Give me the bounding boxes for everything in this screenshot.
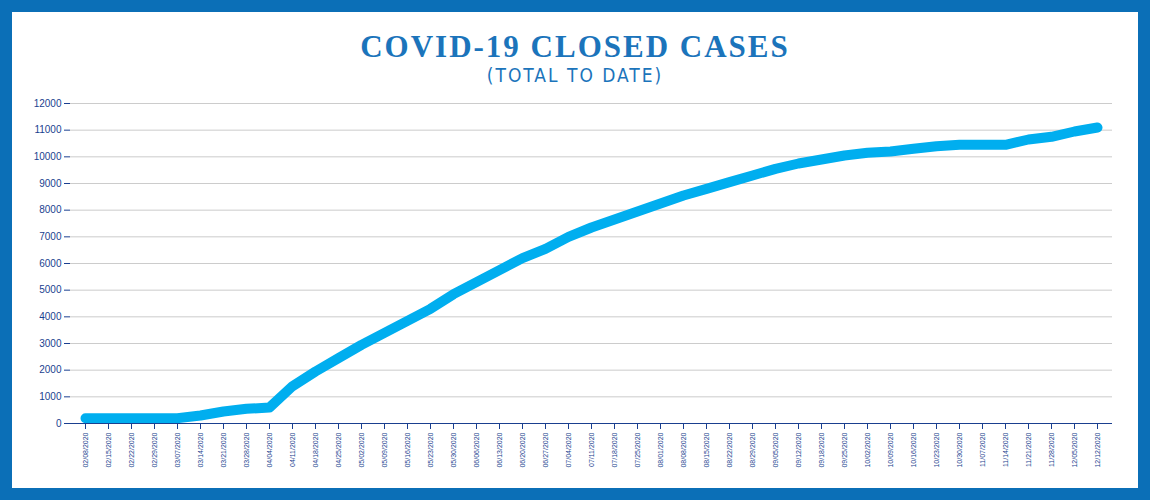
html-text:COVID-19 CLOSED CASES: COVID-19 CLOSED CASES: [360, 29, 790, 64]
svg-text:11/14/2020: 11/14/2020: [1002, 432, 1009, 467]
svg-text:05/02/2020: 05/02/2020: [358, 432, 365, 467]
html-text:(TOTAL TO DATE): (TOTAL TO DATE): [486, 64, 664, 86]
svg-text:08/01/2020: 08/01/2020: [657, 432, 664, 467]
svg-text:11/07/2020: 11/07/2020: [979, 432, 986, 467]
svg-text:06/13/2020: 06/13/2020: [496, 432, 503, 467]
svg-text:02/29/2020: 02/29/2020: [151, 432, 158, 467]
svg-text:05/23/2020: 05/23/2020: [427, 432, 434, 467]
svg-text:09/18/2020: 09/18/2020: [818, 432, 825, 467]
svg-text:03/14/2020: 03/14/2020: [197, 432, 204, 467]
svg-text:9000: 9000: [39, 178, 62, 189]
svg-text:11/28/2020: 11/28/2020: [1048, 432, 1055, 467]
svg-text:07/25/2020: 07/25/2020: [634, 432, 641, 467]
svg-text:05/30/2020: 05/30/2020: [450, 432, 457, 467]
svg-text:3000: 3000: [39, 338, 62, 349]
svg-text:02/08/2020: 02/08/2020: [82, 432, 89, 467]
svg-text:10/23/2020: 10/23/2020: [933, 432, 940, 467]
svg-text:12/05/2020: 12/05/2020: [1071, 432, 1078, 467]
svg-text:06/27/2020: 06/27/2020: [542, 432, 549, 467]
svg-text:7000: 7000: [39, 231, 62, 242]
svg-text:08/29/2020: 08/29/2020: [749, 432, 756, 467]
svg-text:10/02/2020: 10/02/2020: [864, 432, 871, 467]
svg-text:05/16/2020: 05/16/2020: [404, 432, 411, 467]
svg-text:03/28/2020: 03/28/2020: [243, 432, 250, 467]
svg-text:09/12/2020: 09/12/2020: [795, 432, 802, 467]
svg-text:07/04/2020: 07/04/2020: [565, 432, 572, 467]
svg-text:11/21/2020: 11/21/2020: [1025, 432, 1032, 467]
svg-text:11000: 11000: [34, 124, 62, 135]
svg-text:09/05/2020: 09/05/2020: [772, 432, 779, 467]
svg-text:08/22/2020: 08/22/2020: [726, 432, 733, 467]
svg-text:12000: 12000: [34, 98, 62, 109]
svg-text:06/20/2020: 06/20/2020: [519, 432, 526, 467]
svg-text:10/16/2020: 10/16/2020: [910, 432, 917, 467]
svg-text:05/09/2020: 05/09/2020: [381, 432, 388, 467]
svg-text:07/11/2020: 07/11/2020: [588, 432, 595, 467]
svg-text:10/09/2020: 10/09/2020: [887, 432, 894, 467]
svg-text:2000: 2000: [39, 364, 62, 375]
svg-text:06/06/2020: 06/06/2020: [473, 432, 480, 467]
svg-text:12/12/2020: 12/12/2020: [1094, 432, 1101, 467]
svg-text:03/07/2020: 03/07/2020: [174, 432, 181, 467]
svg-text:10000: 10000: [34, 151, 62, 162]
svg-text:08/15/2020: 08/15/2020: [703, 432, 710, 467]
svg-text:6000: 6000: [39, 258, 62, 269]
svg-text:08/08/2020: 08/08/2020: [680, 432, 687, 467]
svg-text:5000: 5000: [39, 284, 62, 295]
svg-text:03/21/2020: 03/21/2020: [220, 432, 227, 467]
svg-text:04/04/2020: 04/04/2020: [266, 432, 273, 467]
svg-text:4000: 4000: [39, 311, 62, 322]
svg-text:0: 0: [56, 418, 62, 429]
svg-text:09/25/2020: 09/25/2020: [841, 432, 848, 467]
svg-text:04/18/2020: 04/18/2020: [312, 432, 319, 467]
svg-text:8000: 8000: [39, 204, 62, 215]
svg-text:02/15/2020: 02/15/2020: [105, 432, 112, 467]
svg-text:02/22/2020: 02/22/2020: [128, 432, 135, 467]
svg-text:04/11/2020: 04/11/2020: [289, 432, 296, 467]
svg-text:04/25/2020: 04/25/2020: [335, 432, 342, 467]
svg-text:1000: 1000: [39, 391, 62, 402]
svg-text:07/18/2020: 07/18/2020: [611, 432, 618, 467]
svg-text:10/30/2020: 10/30/2020: [956, 432, 963, 467]
